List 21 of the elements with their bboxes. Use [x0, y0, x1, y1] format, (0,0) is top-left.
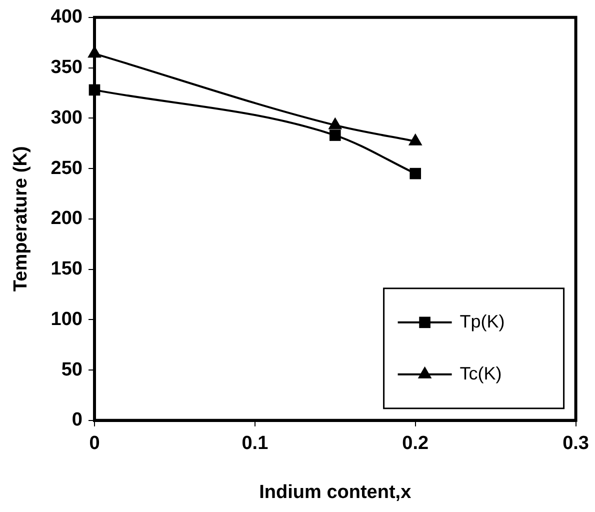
legend-label: Tp(K) [460, 311, 505, 332]
x-tick-label: 0.3 [562, 433, 590, 454]
y-tick-label: 350 [50, 57, 82, 78]
y-tick-label: 100 [50, 308, 82, 330]
point [329, 130, 341, 141]
y-axis-title: Temperature (K) [10, 146, 32, 292]
y-tick-label: 50 [61, 359, 82, 380]
x-tick-label: 0.1 [242, 433, 269, 454]
x-tick-label: 0 [89, 433, 100, 454]
x-tick-label: 0.2 [402, 433, 429, 454]
point [328, 117, 342, 130]
y-tick-label: 150 [50, 258, 82, 280]
y-tick-label: 200 [50, 208, 82, 230]
legend-label: Tc(K) [460, 363, 502, 384]
y-tick-label: 250 [50, 158, 82, 179]
y-tick-label: 400 [50, 6, 82, 28]
y-tick-label: 0 [72, 410, 82, 431]
point [410, 168, 422, 180]
point [408, 133, 422, 146]
y-tick-label: 300 [50, 107, 82, 128]
x-axis-title: Indium content,x [259, 482, 412, 503]
